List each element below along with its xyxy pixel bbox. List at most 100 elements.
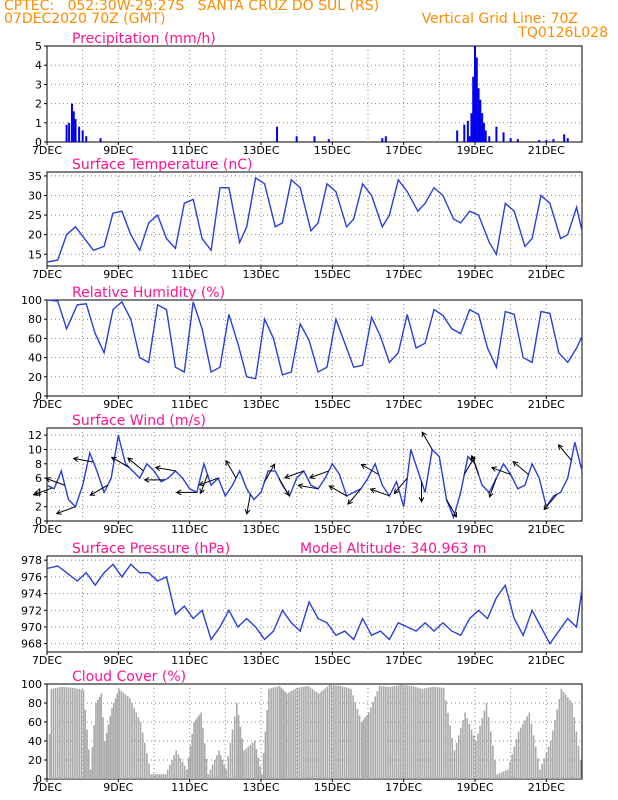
y-tick-label: 35 <box>28 170 42 183</box>
x-tick-label: 15DEC <box>314 781 351 794</box>
wind-arrow-head <box>55 509 62 515</box>
cloud-bar <box>487 717 490 779</box>
precip-bar <box>509 138 512 142</box>
cloud-bar <box>558 699 561 779</box>
y-tick-label: 10 <box>28 443 42 456</box>
cloud-bar <box>485 703 488 779</box>
cloud-bar <box>382 686 385 779</box>
cloud-bar <box>339 685 342 779</box>
y-tick-label: 60 <box>28 332 42 345</box>
wind-arrow <box>111 456 130 468</box>
y-tick-label: 4 <box>35 59 42 72</box>
cloud-bar <box>278 685 281 779</box>
cloud-bar <box>567 697 569 779</box>
cloud-bar <box>270 688 272 779</box>
x-tick-label: 15DEC <box>314 654 351 667</box>
wind-arrow <box>225 460 237 479</box>
header-date: 07DEC2020 70Z (GMT) <box>4 11 166 27</box>
cloud-bar <box>526 716 528 779</box>
cloud-bar <box>129 698 131 779</box>
x-tick-label: 19DEC <box>456 523 493 536</box>
wind-arrow <box>463 456 475 475</box>
panel-6: 0 20 40 60 80 100 7DEC 9DEC 11DEC 13DEC 15DEC 17DEC… <box>21 669 583 794</box>
wind-arrow <box>489 477 497 498</box>
cloud-bar <box>91 747 94 779</box>
cloud-bar <box>225 769 227 779</box>
cloud-bar <box>111 707 113 779</box>
cloud-bar <box>397 685 400 779</box>
cloud-bar <box>96 699 99 779</box>
cloud-bar <box>412 686 415 779</box>
series-line <box>46 176 583 263</box>
cloud-bar <box>203 743 206 779</box>
cloud-bar <box>59 687 61 779</box>
precip-bar <box>468 136 471 142</box>
precip-bar <box>545 140 548 142</box>
cloud-bar <box>440 687 443 779</box>
cloud-bar <box>541 763 543 779</box>
cloud-bar <box>114 698 117 779</box>
cloud-bar <box>264 731 267 779</box>
x-tick-label: 19DEC <box>456 781 493 794</box>
wind-arrow-head <box>270 463 276 470</box>
cloud-bar <box>539 769 541 779</box>
y-tick-label: 80 <box>28 313 42 326</box>
x-tick-label: 13DEC <box>242 398 279 411</box>
precip-bar <box>566 138 569 142</box>
cloud-bar <box>109 716 112 779</box>
x-tick-label: 21DEC <box>528 781 565 794</box>
cloud-bar <box>366 714 368 779</box>
precip-bar <box>502 132 505 142</box>
cloud-bar <box>146 753 148 779</box>
cloud-bar <box>311 688 314 779</box>
precip-bar <box>85 136 88 142</box>
x-tick-label: 9DEC <box>103 268 133 281</box>
cloud-bar <box>144 742 146 779</box>
panel-title: Relative Humidity (%) <box>72 285 225 301</box>
wind-arrow <box>329 485 347 497</box>
wind-arrow-head <box>328 485 335 491</box>
x-tick-label: 13DEC <box>242 654 279 667</box>
cloud-bar <box>227 756 230 779</box>
cloud-bar <box>80 689 83 779</box>
plot-frame <box>46 45 583 143</box>
x-tick-label: 11DEC <box>171 268 208 281</box>
panel-title: Surface Temperature (nC) <box>72 157 253 173</box>
y-tick-label: 100 <box>21 294 42 307</box>
cloud-bar <box>50 688 53 779</box>
cloud-bar <box>376 691 379 779</box>
cloud-bar <box>393 686 396 779</box>
cloud-bar <box>211 764 214 779</box>
wind-arrow <box>512 461 529 475</box>
wind-arrow-head <box>110 456 117 462</box>
precip-bar <box>495 126 498 142</box>
wind-arrow-head <box>89 490 96 496</box>
cloud-bar <box>410 685 413 779</box>
cloud-bar <box>247 746 250 779</box>
cloud-bar <box>251 742 254 779</box>
cloud-bar <box>202 727 204 779</box>
cloud-bar <box>442 687 445 779</box>
y-tick-label: 978 <box>21 554 42 567</box>
cloud-bar <box>352 695 354 779</box>
cloud-bar <box>89 769 92 779</box>
wind-arrow-head <box>199 488 205 495</box>
precip-bar <box>381 138 384 142</box>
cloud-bar <box>205 758 208 779</box>
wind-arrow-head <box>244 508 251 515</box>
cloud-bar <box>513 746 516 779</box>
cloud-bar <box>504 770 507 779</box>
cloud-bar <box>276 686 279 779</box>
cloud-bar <box>511 754 513 779</box>
cloud-bar <box>231 729 234 779</box>
cloud-bar <box>216 755 218 779</box>
cloud-bar <box>139 722 142 779</box>
wind-arrow <box>284 470 304 479</box>
y-tick-label: 6 <box>35 472 42 485</box>
wind-arrow <box>90 484 108 496</box>
y-tick-label: 0 <box>35 390 42 403</box>
x-tick-label: 9DEC <box>103 523 133 536</box>
cloud-bar <box>460 727 462 779</box>
precip-bar <box>481 113 484 142</box>
